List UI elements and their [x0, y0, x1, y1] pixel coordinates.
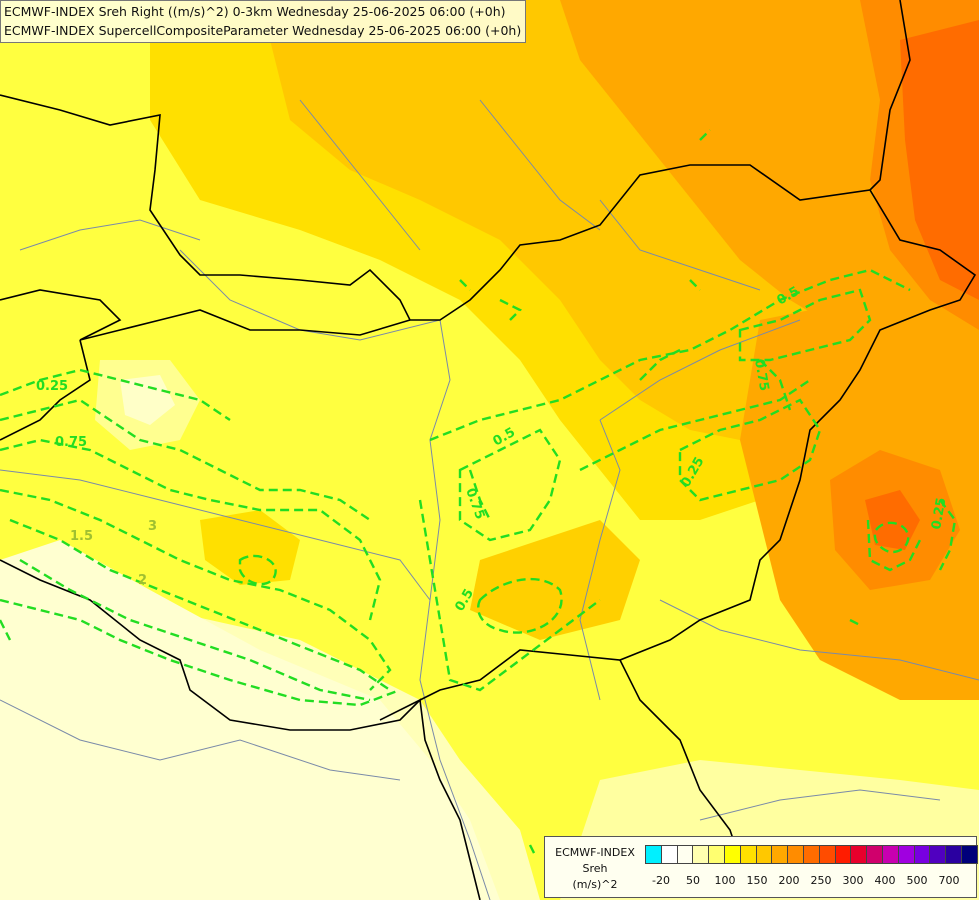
contour-label: 0.75: [55, 435, 87, 450]
legend-tick-label: 100: [714, 874, 736, 887]
title-line-sreh: ECMWF-INDEX Sreh Right ((m/s)^2) 0-3km W…: [4, 4, 506, 19]
legend-swatch: [850, 845, 868, 864]
legend-swatch: [882, 845, 899, 864]
contour-label: 0.25: [36, 379, 68, 394]
legend-tick-label: 150: [746, 874, 768, 887]
legend-tick-label: 700: [938, 874, 960, 887]
legend-swatch: [787, 845, 804, 864]
legend-tick-label: 50: [686, 874, 700, 887]
contour-label: 0.75: [751, 358, 771, 392]
orange-north-east: [560, 0, 979, 340]
legend-tick-label: 200: [778, 874, 800, 887]
legend-swatch: [945, 845, 962, 864]
legend-swatch: [676, 845, 694, 864]
legend-tick-label: 250: [810, 874, 832, 887]
legend-swatch: [803, 845, 820, 864]
legend-title-line2: Sreh: [582, 862, 608, 875]
scp-contours: [0, 129, 957, 856]
legend-swatch: [724, 845, 741, 864]
color-legend: ECMWF-INDEX Sreh (m/s)^2 -20 50 100 150 200 2…: [544, 836, 978, 898]
legend-title-line1: ECMWF-INDEX: [555, 846, 635, 859]
title-line-scp: ECMWF-INDEX SupercellCompositeParameter …: [4, 23, 522, 38]
legend-swatch: [961, 845, 978, 864]
contour-label: 3: [148, 519, 157, 534]
legend-swatch: [866, 845, 883, 864]
legend-title: ECMWF-INDEX Sreh (m/s)^2: [549, 845, 641, 893]
legend-swatch: [739, 845, 757, 864]
legend-tick-label: 500: [906, 874, 928, 887]
legend-swatch: [929, 845, 947, 864]
legend-swatch: [708, 845, 725, 864]
strong-sreh-edge: [900, 20, 979, 300]
legend-swatch: [755, 845, 773, 864]
legend-swatch: [834, 845, 852, 864]
very-low-sreh-region: [0, 540, 500, 900]
legend-tick-label: 400: [874, 874, 896, 887]
map-title: ECMWF-INDEX Sreh Right ((m/s)^2) 0-3km W…: [0, 0, 527, 43]
contour-labels-olive: 3 1.5 2: [70, 519, 157, 588]
legend-swatch: [818, 845, 836, 864]
contour-label: 0.25: [929, 496, 949, 530]
legend-title-line3: (m/s)^2: [572, 878, 618, 891]
east-hotspot-core: [865, 490, 920, 550]
west-lowest-patch: [120, 375, 175, 425]
legend-swatch: [645, 845, 662, 864]
legend-swatch: [692, 845, 710, 864]
legend-swatch: [660, 845, 678, 864]
contour-label: 1.5: [70, 529, 93, 544]
contour-label: 2: [138, 573, 147, 588]
legend-tick-label: 300: [842, 874, 864, 887]
legend-swatch: [771, 845, 789, 864]
legend-swatch: [897, 845, 915, 864]
legend-swatch: [913, 845, 931, 864]
legend-tick-label: -20: [652, 874, 670, 887]
